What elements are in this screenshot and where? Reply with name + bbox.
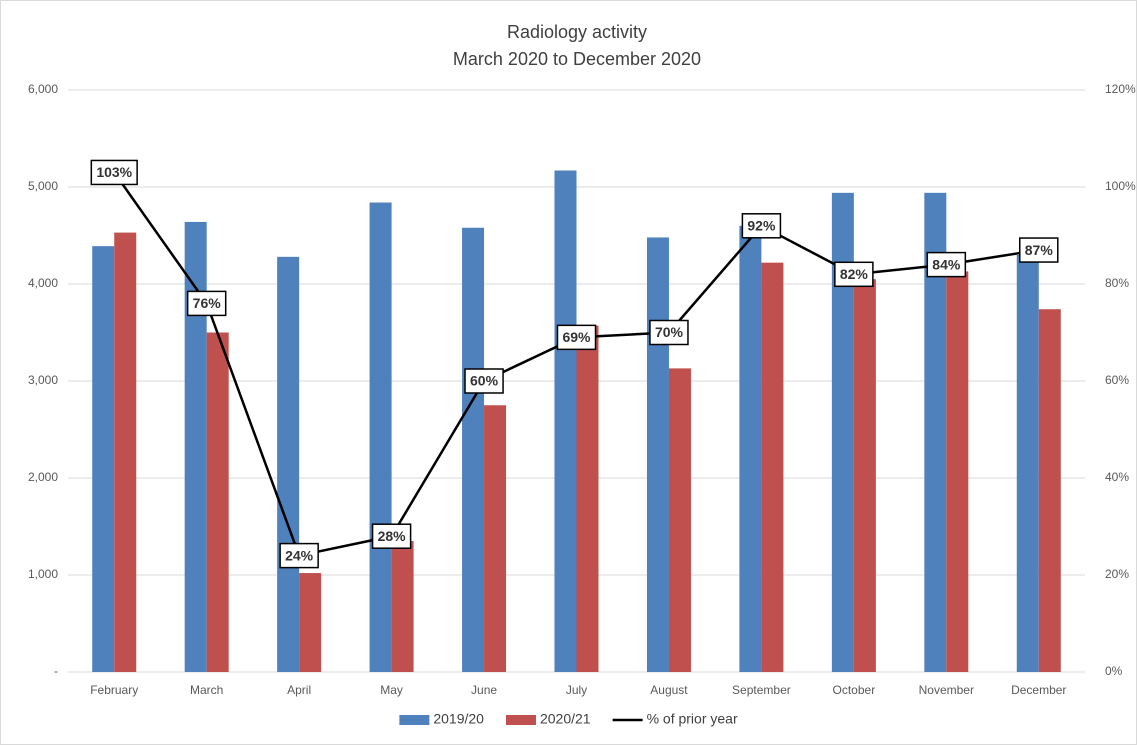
data-label-box: [464, 368, 504, 394]
bar: [668, 368, 691, 672]
bar: [299, 573, 322, 672]
data-label: 92%: [747, 218, 776, 234]
data-label: 84%: [932, 256, 961, 272]
data-label: 28%: [378, 528, 407, 544]
y2-tick-label: 0%: [1105, 664, 1123, 678]
x-tick-label: July: [566, 683, 587, 697]
data-label: 70%: [655, 324, 684, 340]
data-label: 82%: [840, 266, 869, 282]
bar: [739, 225, 762, 673]
bar: [646, 237, 669, 672]
y2-tick-label: 40%: [1105, 470, 1129, 484]
data-label-box: [1019, 237, 1059, 263]
y-tick-label: 1,000: [28, 567, 58, 581]
legend-label: 2020/21: [540, 711, 591, 727]
bar: [831, 192, 854, 672]
data-label-box: [279, 542, 319, 569]
bar: [391, 541, 414, 672]
y-tick-label: 5,000: [28, 179, 58, 193]
x-tick-label: April: [287, 683, 311, 697]
bar: [853, 279, 876, 672]
x-tick-label: December: [1011, 683, 1066, 697]
legend-label: % of prior year: [647, 711, 738, 727]
x-tick-label: October: [833, 683, 876, 697]
x-tick-label: March: [190, 683, 223, 697]
data-label: 24%: [285, 547, 314, 563]
x-tick-label: February: [90, 683, 138, 697]
bar: [484, 405, 507, 672]
bar: [946, 271, 969, 672]
y-tick-label: 4,000: [28, 276, 58, 290]
data-label-box: [556, 324, 597, 351]
y-tick-label: 6,000: [28, 82, 58, 96]
data-label-box: [90, 159, 138, 186]
bar: [369, 202, 392, 672]
bar: [576, 325, 599, 672]
data-label-box: [926, 251, 967, 278]
chart-subtitle: March 2020 to December 2020: [453, 49, 701, 69]
bar: [761, 262, 784, 672]
data-label: 76%: [193, 295, 222, 311]
bar: [554, 170, 577, 672]
data-label-box: [649, 319, 689, 346]
legend-swatch: [399, 715, 430, 725]
y2-tick-label: 120%: [1105, 82, 1136, 96]
y2-tick-label: 100%: [1105, 179, 1136, 193]
legend-swatch: [505, 715, 536, 725]
y2-tick-label: 80%: [1105, 276, 1129, 290]
data-label-box: [371, 523, 412, 549]
y-tick-label: 3,000: [28, 373, 58, 387]
data-label: 103%: [96, 164, 132, 180]
y-tick-label: -: [54, 664, 58, 678]
bar: [184, 221, 207, 673]
y-tick-label: 2,000: [28, 470, 58, 484]
y2-tick-label: 60%: [1105, 373, 1129, 387]
bar: [1038, 309, 1061, 672]
bar: [92, 246, 115, 673]
x-tick-label: August: [650, 683, 688, 697]
bar: [114, 232, 137, 672]
bar: [1016, 254, 1039, 672]
data-label: 69%: [562, 329, 591, 345]
x-tick-label: June: [471, 683, 497, 697]
data-label: 60%: [470, 373, 499, 389]
x-tick-label: September: [732, 683, 791, 697]
data-label: 87%: [1025, 242, 1054, 258]
data-label-box: [834, 261, 874, 288]
bar: [924, 192, 947, 672]
x-tick-label: November: [919, 683, 974, 697]
y2-tick-label: 20%: [1105, 567, 1129, 581]
chart-title: Radiology activity: [507, 22, 647, 42]
bar: [462, 227, 485, 673]
legend-label: 2019/20: [433, 711, 484, 727]
x-tick-label: May: [380, 683, 403, 697]
data-label-box: [741, 213, 782, 239]
bar: [206, 332, 229, 672]
data-label-box: [186, 290, 227, 317]
bar: [277, 256, 300, 672]
